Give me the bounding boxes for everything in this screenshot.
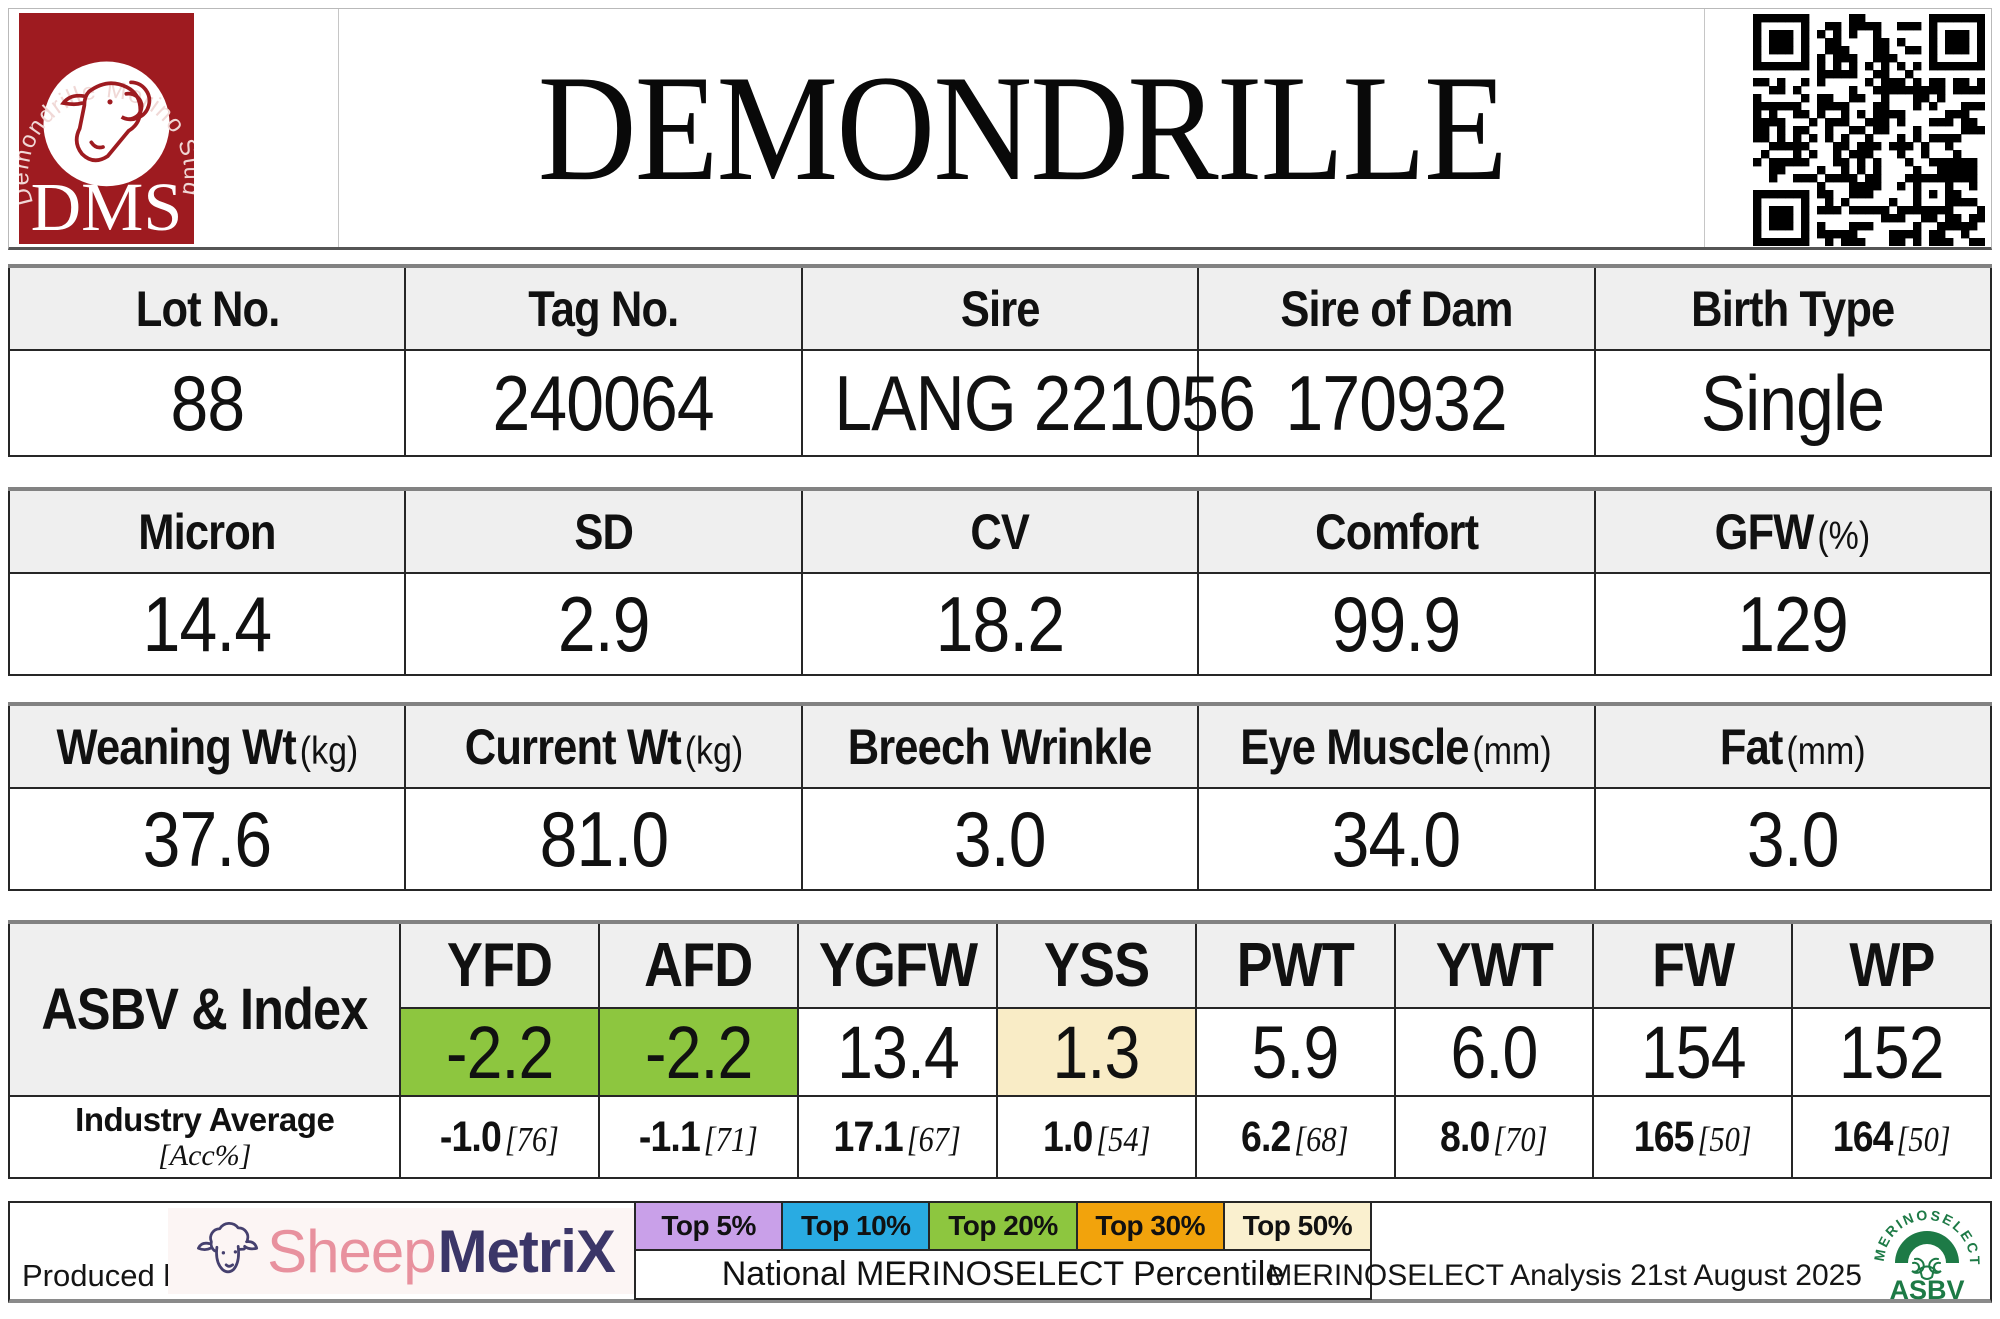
- col-header-cv: CV: [800, 488, 1200, 574]
- col-header-current-wt: Current Wt (kg): [404, 703, 803, 789]
- identity-table: Lot No. Tag No. Sire Sire of Dam Birth T…: [7, 264, 1993, 457]
- wool-table: Micron SD CV Comfort GFW (%) 14.4 2.9 18…: [7, 487, 1993, 676]
- col-header-lot-no: Lot No.: [7, 265, 407, 351]
- breech-wrinkle-value: 3.0: [800, 787, 1200, 891]
- col-header-pwt: PWT: [1194, 921, 1396, 1009]
- body-value-row: 37.6 81.0 3.0 34.0 3.0: [7, 787, 1993, 891]
- industry-acc-label: [Acc%]: [158, 1139, 252, 1172]
- col-header-wp: WP: [1791, 921, 1992, 1009]
- wp-asbv-value: 152: [1791, 1007, 1992, 1097]
- page-title: DEMONDRILLE: [537, 44, 1507, 212]
- col-header-yfd: YFD: [399, 921, 601, 1009]
- ywt-industry-value: 8.0 [70]: [1393, 1095, 1595, 1179]
- asbv-index-label: ASBV & Index: [41, 977, 369, 1042]
- birth-type-value: Single: [1593, 349, 1993, 457]
- body-table: Weaning Wt (kg) Current Wt (kg) Breech W…: [7, 702, 1993, 891]
- col-header-ywt: YWT: [1393, 921, 1595, 1009]
- col-header-micron: Micron: [7, 488, 407, 574]
- legend-top50: Top 50%: [1222, 1201, 1373, 1251]
- percentile-legend-row: Top 5% Top 10% Top 20% Top 30% Top 50%: [634, 1201, 1373, 1251]
- header: Demondrille Merino Stud DMS DEMONDRILLE: [8, 8, 1992, 250]
- col-header-birth-type: Birth Type: [1593, 265, 1993, 351]
- sire-value: LANG 221056: [800, 349, 1256, 457]
- asbv-value-row: -2.2 -2.2 13.4 1.3 5.9 6.0 154 152: [9, 1007, 1992, 1097]
- pwt-industry-value: 6.2 [68]: [1194, 1095, 1396, 1179]
- sheepmetrix-word-metrix: MetriX: [437, 1217, 616, 1285]
- col-header-yss: YSS: [995, 921, 1197, 1009]
- tag-no-value: 240064: [404, 349, 803, 457]
- qr-cell: [1705, 9, 1991, 247]
- title-cell: DEMONDRILLE: [339, 9, 1705, 247]
- stud-initials: DMS: [31, 169, 183, 244]
- col-header-afd: AFD: [598, 921, 800, 1009]
- col-header-comfort: Comfort: [1197, 488, 1596, 574]
- col-header-weaning-wt: Weaning Wt (kg): [7, 703, 407, 789]
- demondrille-stud-logo-icon: Demondrille Merino Stud DMS: [19, 13, 194, 244]
- yss-asbv-value: 1.3: [995, 1007, 1197, 1097]
- fat-value: 3.0: [1593, 787, 1993, 891]
- col-header-sire-of-dam: Sire of Dam: [1197, 265, 1596, 351]
- fw-industry-value: 165 [50]: [1592, 1095, 1794, 1179]
- col-header-gfw: GFW (%): [1593, 488, 1993, 574]
- body-header-row: Weaning Wt (kg) Current Wt (kg) Breech W…: [7, 703, 1993, 789]
- sheepmetrix-logo: Sheep MetriX: [168, 1208, 638, 1294]
- col-header-fat: Fat (mm): [1593, 703, 1993, 789]
- lot-no-value: 88: [7, 349, 407, 457]
- asbv-index-label-cell: ASBV & Index: [7, 921, 402, 1097]
- legend-top20: Top 20%: [928, 1201, 1076, 1251]
- afd-industry-value: -1.1 [71]: [598, 1095, 800, 1179]
- col-header-sire: Sire: [800, 265, 1200, 351]
- pwt-asbv-value: 5.9: [1194, 1007, 1396, 1097]
- col-header-tag-no: Tag No.: [404, 265, 803, 351]
- gfw-value: 129: [1593, 572, 1993, 676]
- ygfw-industry-value: 17.1 [67]: [797, 1095, 998, 1179]
- col-header-breech-wrinkle: Breech Wrinkle: [800, 703, 1200, 789]
- col-header-sd: SD: [404, 488, 803, 574]
- ram-head-icon: [60, 80, 152, 163]
- legend-top10: Top 10%: [781, 1201, 929, 1251]
- asbv-header-row: ASBV & Index YFD AFD YGFW YSS PWT YWT FW…: [7, 921, 1992, 1097]
- sire-of-dam-value: 170932: [1197, 349, 1596, 457]
- legend-caption: National MERINOSELECT Percentile: [634, 1251, 1372, 1300]
- asbv-table: ASBV & Index YFD AFD YGFW YSS PWT YWT FW…: [7, 920, 1992, 1179]
- industry-average-label-cell: Industry Average [Acc%]: [7, 1095, 402, 1179]
- ywt-asbv-value: 6.0: [1393, 1007, 1595, 1097]
- col-header-eye-muscle: Eye Muscle (mm): [1197, 703, 1596, 789]
- sd-value: 2.9: [404, 572, 803, 676]
- col-header-ygfw: YGFW: [797, 921, 998, 1009]
- ygfw-asbv-value: 13.4: [797, 1007, 998, 1097]
- comfort-value: 99.9: [1197, 572, 1596, 676]
- cv-value: 18.2: [800, 572, 1200, 676]
- micron-value: 14.4: [7, 572, 407, 676]
- percentile-legend: Top 5% Top 10% Top 20% Top 30% Top 50% N…: [634, 1201, 1373, 1300]
- col-header-fw: FW: [1592, 921, 1794, 1009]
- merinoselect-asbv-logo-icon: MERINOSELECT ASBV: [1871, 1207, 1981, 1305]
- wool-value-row: 14.4 2.9 18.2 99.9 129: [7, 572, 1993, 676]
- legend-top30: Top 30%: [1075, 1201, 1223, 1251]
- current-wt-value: 81.0: [404, 787, 803, 891]
- weaning-wt-value: 37.6: [7, 787, 407, 891]
- fw-asbv-value: 154: [1592, 1007, 1794, 1097]
- industry-average-label: Industry Average: [75, 1101, 335, 1138]
- afd-asbv-value: -2.2: [598, 1007, 800, 1097]
- yfd-industry-value: -1.0 [76]: [399, 1095, 601, 1179]
- yss-industry-value: 1.0 [54]: [995, 1095, 1197, 1179]
- footer: Produced by: Sheep MetriX Top 5% Top 10%: [8, 1201, 1992, 1305]
- eye-muscle-value: 34.0: [1197, 787, 1596, 891]
- identity-value-row: 88 240064 LANG 221056 170932 Single: [7, 349, 1993, 457]
- stud-logo-cell: Demondrille Merino Stud DMS: [9, 9, 339, 247]
- yfd-asbv-value: -2.2: [399, 1007, 601, 1097]
- wp-industry-value: 164 [50]: [1791, 1095, 1992, 1179]
- sheepmetrix-word-sheep: Sheep: [267, 1217, 436, 1285]
- industry-average-row: Industry Average [Acc%] -1.0 [76] -1.1 […: [7, 1095, 1992, 1179]
- identity-header-row: Lot No. Tag No. Sire Sire of Dam Birth T…: [7, 265, 1993, 351]
- svg-text:ASBV: ASBV: [1889, 1275, 1964, 1305]
- wool-header-row: Micron SD CV Comfort GFW (%): [7, 488, 1993, 574]
- qr-code: [1753, 14, 1985, 246]
- legend-top5: Top 5%: [634, 1201, 782, 1251]
- analysis-date-note: MERINOSELECT Analysis 21st August 2025: [1267, 1259, 1862, 1292]
- sheep-head-icon: [197, 1221, 259, 1274]
